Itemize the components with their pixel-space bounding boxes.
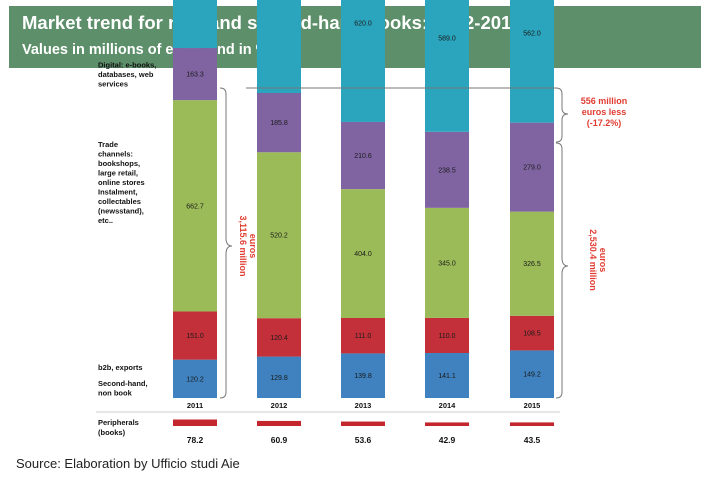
bar-segment-digital-e-books-databases-web-services-2011 [173,48,217,101]
x-tick-label-2013: 2013 [355,401,372,410]
data-label-digital-e-books-databases-web-services-2012: 185.8 [270,120,288,127]
series-label-digital-e-books-databases-web-services: Digital: e-books, databases, web services [98,61,156,89]
bar-segment-instalment-collectables-newsstand-etc-2014 [425,207,469,318]
series-label-instalment-collectables-newsstand-etc: Instalment, collectables (newsstand), etc.. [98,188,144,226]
top-right-annotation: 556 million euros less (-17.2%) [581,96,628,128]
bar-segment-b2b-exports-2013 [341,318,385,354]
source-note: Source: Elaboration by Ufficio studi Aie [16,456,240,471]
x-tick-label-2011: 2011 [187,401,203,410]
data-label-digital-e-books-databases-web-services-2011: 163.3 [186,72,204,79]
bar-segment-second-hand-non-book-2014 [425,352,469,398]
peripherals-mark-2012 [257,420,301,426]
bar-segment-instalment-collectables-newsstand-etc-2011 [173,100,217,312]
series-label-trade-channels-bookshops-large-retail-online-stores: Trade channels: bookshops, large retail, onl… [98,140,145,187]
bar-segment-educational-2014 [425,0,469,132]
bar-segment-second-hand-non-book-2013 [341,353,385,398]
data-label-second-hand-non-book-2011: 120.2 [186,376,204,383]
x-tick-label-2015: 2015 [524,401,541,410]
data-label-second-hand-non-book-2015: 149.2 [523,372,541,379]
data-label-digital-e-books-databases-web-services-2014: 238.5 [438,167,456,174]
bar-segment-instalment-collectables-newsstand-etc-2013 [341,189,385,319]
peripherals-mark-2011 [173,419,217,426]
bar-segment-educational-2013 [341,0,385,122]
bar-segment-digital-e-books-databases-web-services-2015 [510,122,554,212]
peripherals-value-2012: 60.9 [271,435,288,445]
x-tick-label-2014: 2014 [439,401,457,410]
peripherals-mark-2013 [341,421,385,426]
data-label-b2b-exports-2013: 111.0 [355,333,372,340]
data-label-b2b-exports-2014: 110.0 [439,333,456,340]
peripherals-value-2015: 43.5 [524,435,541,445]
x-tick-label-2012: 2012 [271,401,288,410]
data-label-second-hand-non-book-2012: 129.8 [270,375,288,382]
data-label-second-hand-non-book-2014: 141.1 [438,373,456,380]
series-label-b2b-exports: b2b, exports [98,363,143,372]
series-label-peripherals: Peripherals (books) [98,418,139,437]
bar-segment-second-hand-non-book-2015 [510,350,554,398]
data-label-instalment-collectables-newsstand-etc-2011: 662.7 [186,203,204,210]
data-label-digital-e-books-databases-web-services-2015: 279.0 [523,165,541,172]
data-label-instalment-collectables-newsstand-etc-2013: 404.0 [354,251,372,258]
data-label-instalment-collectables-newsstand-etc-2015: 326.5 [523,261,541,268]
bar-segment-digital-e-books-databases-web-services-2012 [257,93,301,153]
top-right-brace [246,87,569,143]
series-label-second-hand-non-book: Second-hand, non book [98,379,148,398]
bar-segment-b2b-exports-2012 [257,318,301,357]
data-label-instalment-collectables-newsstand-etc-2012: 520.2 [270,233,288,240]
data-label-b2b-exports-2015: 108.5 [523,331,541,338]
bar-segment-educational-2015 [510,0,554,123]
peripherals-value-2013: 53.6 [355,435,372,445]
peripherals-value-2011: 78.2 [187,435,204,445]
bar-segment-b2b-exports-2015 [510,315,554,351]
peripherals-mark-2015 [510,422,554,426]
bar-segment-b2b-exports-2011 [173,311,217,360]
data-label-educational-2015: 562.0 [523,31,541,38]
data-label-b2b-exports-2011: 151.0 [186,333,204,340]
data-label-instalment-collectables-newsstand-etc-2014: 345.0 [438,260,456,267]
data-label-second-hand-non-book-2013: 139.8 [354,373,372,380]
bar-segment-instalment-collectables-newsstand-etc-2012 [257,152,301,319]
bar-segment-educational-2012 [257,0,301,94]
bar-segment-second-hand-non-book-2012 [257,356,301,398]
bar-segment-educational-2011 [173,0,217,49]
data-label-b2b-exports-2012: 120.4 [270,335,288,342]
left-brace-annotation: 3,115.6 millioneuros [238,215,258,276]
peripherals-mark-2014 [425,422,469,426]
bar-segment-b2b-exports-2014 [425,317,469,353]
data-label-educational-2013: 620.0 [354,21,372,28]
bar-segment-instalment-collectables-newsstand-etc-2015 [510,211,554,316]
bar-segment-digital-e-books-databases-web-services-2014 [425,131,469,208]
bar-segment-digital-e-books-databases-web-services-2013 [341,121,385,190]
right-brace-annotation: 2,530.4 millioneuros [588,229,608,291]
data-label-educational-2014: 589.0 [438,35,456,42]
peripherals-value-2014: 42.9 [439,435,456,445]
left-brace [219,87,233,399]
bar-segment-second-hand-non-book-2011 [173,359,217,398]
right-brace [555,142,569,399]
data-label-digital-e-books-databases-web-services-2013: 210.6 [354,153,372,160]
